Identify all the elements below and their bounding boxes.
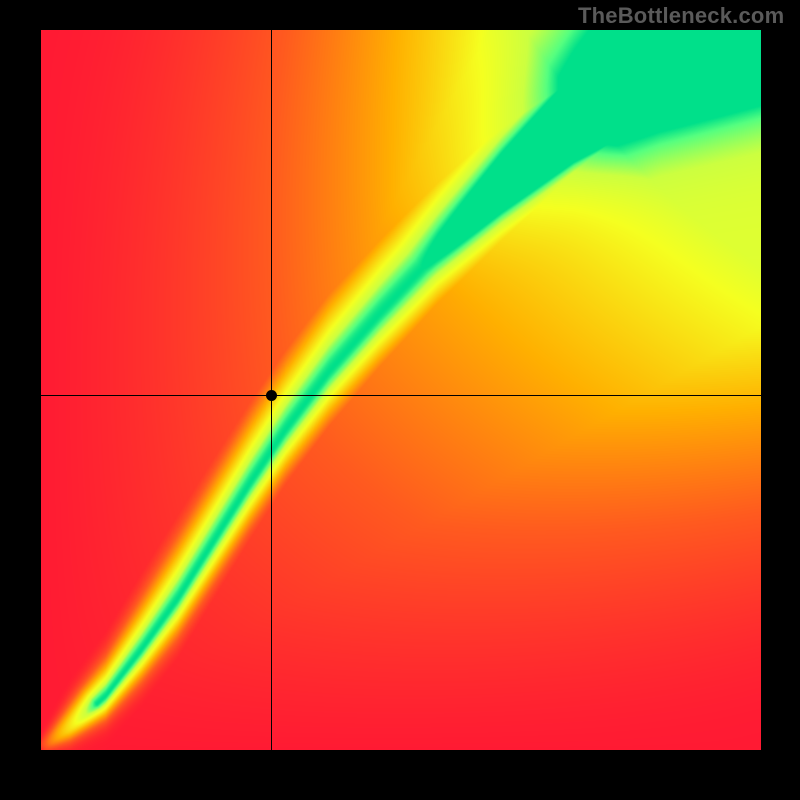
heatmap-canvas: [41, 30, 761, 750]
watermark-text: TheBottleneck.com: [578, 3, 784, 29]
crosshair-horizontal: [41, 395, 761, 396]
bottleneck-heatmap: [41, 30, 761, 750]
